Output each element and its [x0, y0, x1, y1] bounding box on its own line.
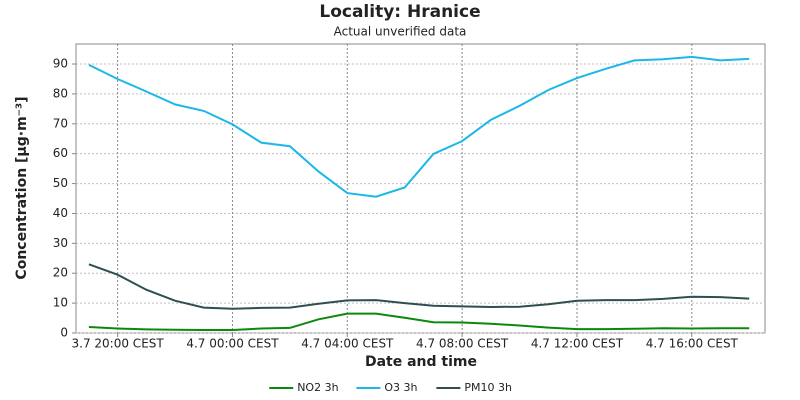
y-tick-label: 20	[53, 266, 68, 280]
x-tick-label: 4.7 12:00 CEST	[531, 337, 624, 351]
legend-label: PM10 3h	[464, 381, 512, 394]
x-tick-label: 4.7 08:00 CEST	[416, 337, 509, 351]
y-tick-label: 50	[53, 176, 68, 190]
y-tick-label: 10	[53, 296, 68, 310]
y-axis-label: Concentration [µg·m⁻³]	[14, 96, 30, 279]
y-tick-label: 70	[53, 116, 68, 130]
x-tick-label: 4.7 04:00 CEST	[301, 337, 394, 351]
y-tick-label: 60	[53, 146, 68, 160]
chart-title: Locality: Hranice	[319, 2, 480, 22]
legend-label: O3 3h	[384, 381, 417, 394]
y-tick-label: 90	[53, 57, 68, 71]
y-tick-label: 30	[53, 236, 68, 250]
x-tick-label: 4.7 16:00 CEST	[646, 337, 739, 351]
plot-area	[75, 43, 766, 334]
y-tick-label: 0	[60, 326, 68, 340]
x-axis-label: Date and time	[365, 354, 477, 370]
y-tick-label: 40	[53, 206, 68, 220]
chart-subtitle: Actual unverified data	[334, 25, 467, 39]
series-line	[88, 55, 750, 198]
y-tick-label: 80	[53, 86, 68, 100]
x-tick-label: 3.7 20:00 CEST	[72, 337, 165, 351]
series-line	[88, 312, 750, 331]
series-line	[88, 263, 750, 310]
x-tick-label: 4.7 00:00 CEST	[186, 337, 279, 351]
legend-label: NO2 3h	[297, 381, 338, 394]
